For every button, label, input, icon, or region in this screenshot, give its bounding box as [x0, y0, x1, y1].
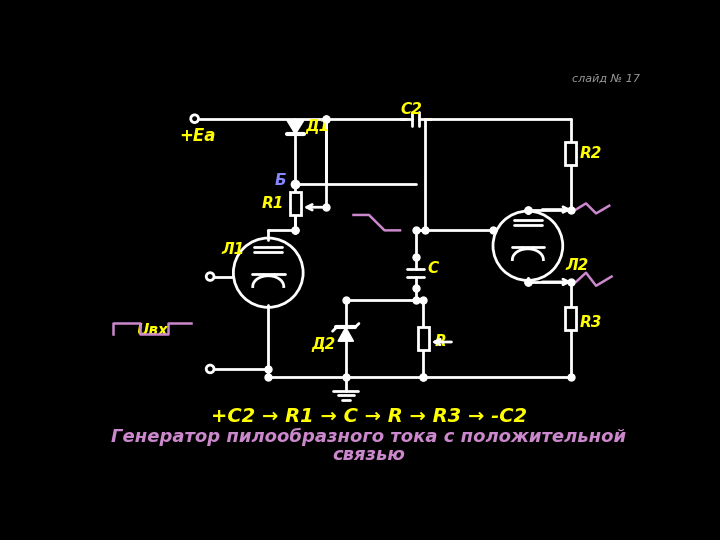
Text: Д2: Д2 [312, 337, 336, 352]
Text: Б: Б [274, 173, 286, 188]
Text: R: R [435, 334, 446, 349]
Text: R3: R3 [580, 315, 602, 330]
Polygon shape [287, 120, 304, 134]
Text: Генератор пилообразного тока с положительной: Генератор пилообразного тока с положител… [112, 428, 626, 446]
Text: C2: C2 [401, 102, 423, 117]
Text: слайд № 17: слайд № 17 [572, 74, 640, 84]
Text: R2: R2 [580, 146, 602, 161]
Bar [418, 327, 428, 350]
Text: Uвх: Uвх [137, 323, 168, 338]
Text: Д1: Д1 [305, 119, 330, 134]
Text: +Ea: +Ea [179, 127, 215, 145]
Text: C: C [427, 261, 438, 276]
Text: +C2 → R1 → C → R → R3 → -C2: +C2 → R1 → C → R → R3 → -C2 [211, 407, 527, 426]
Bar [565, 142, 576, 165]
Bar [565, 307, 576, 330]
Polygon shape [338, 327, 354, 341]
Text: Л2: Л2 [565, 258, 588, 273]
Text: R1: R1 [261, 196, 284, 211]
Text: Л1: Л1 [222, 242, 245, 257]
Bar [290, 192, 301, 215]
Text: связью: связью [333, 446, 405, 464]
